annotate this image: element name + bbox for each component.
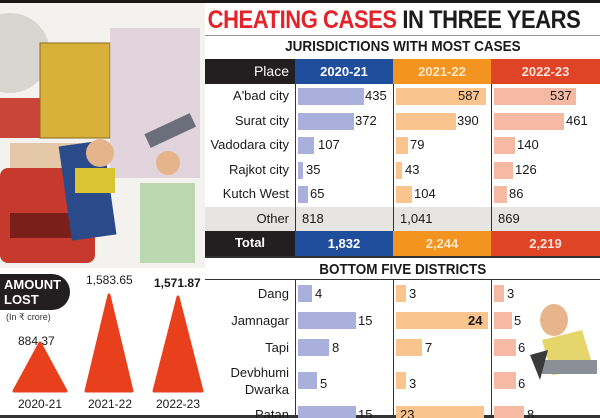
total-2021-22: 2,244 (393, 231, 491, 256)
amount-value-2022-23: 1,571.87 (154, 276, 201, 290)
amount-lost-badge: AMOUNT LOST (0, 274, 70, 310)
amount-value-2020-21: 884.37 (18, 334, 55, 348)
year-2022-23: 2022-23 (155, 397, 201, 411)
table-row: Vadodara city 107 79 140 (205, 133, 600, 158)
top-section-heading: JURISDICTIONS WITH MOST CASES (205, 35, 600, 59)
table-row: Patan 15 23 8 (205, 401, 600, 418)
amount-unit: (In ₹ crore) (6, 312, 51, 322)
table-header: Place 2020-21 2021-22 2022-23 (205, 59, 600, 84)
cartoon-man-icon (530, 304, 597, 380)
table-row-total: Total 1,832 2,244 2,219 (205, 231, 600, 256)
bottom-section-heading: BOTTOM FIVE DISTRICTS (205, 256, 600, 280)
total-2020-21: 1,832 (295, 231, 393, 256)
table-row: Kutch West 65 104 86 (205, 182, 600, 207)
year-2020-21: 2020-21 (17, 397, 63, 411)
table-row-other: Other 818 1,041 869 (205, 206, 600, 231)
header-2020-21: 2020-21 (295, 59, 393, 84)
year-2021-22: 2021-22 (87, 397, 133, 411)
jurisdictions-table: Place 2020-21 2021-22 2022-23 A'bad city… (205, 59, 600, 256)
table-row: Rajkot city 35 43 126 (205, 157, 600, 182)
title-red-part: CHEATING CASES (207, 6, 397, 34)
header-place: Place (205, 59, 295, 84)
table-row: Surat city 372 390 461 (205, 108, 600, 133)
bottom-districts-table: Dang 4 3 3 Jamnagar 15 24 5 Tapi 8 7 6 D… (205, 280, 600, 418)
total-2022-23: 2,219 (491, 231, 600, 256)
table-row: Dang 4 3 3 (205, 280, 600, 307)
cone-2020-21 (12, 341, 68, 393)
table-row: Jamnagar 15 24 5 (205, 307, 600, 334)
header-2021-22: 2021-22 (393, 59, 491, 84)
table-row: Tapi 8 7 6 (205, 334, 600, 361)
title-black-part: IN THREE YEARS (402, 6, 581, 34)
amount-lost-panel: AMOUNT LOST (In ₹ crore) 884.37 2020-21 … (0, 268, 205, 415)
table-row: Devbhumi Dwarka 5 3 6 (205, 361, 600, 401)
page-title: CHEATING CASES IN THREE YEARS (205, 5, 581, 35)
cartoon-illustration (0, 3, 205, 268)
cone-2022-23 (152, 295, 204, 393)
cone-2021-22 (84, 293, 134, 393)
amount-value-2021-22: 1,583.65 (86, 273, 133, 287)
table-row: A'bad city 435 587 537 (205, 84, 600, 109)
header-2022-23: 2022-23 (491, 59, 600, 84)
